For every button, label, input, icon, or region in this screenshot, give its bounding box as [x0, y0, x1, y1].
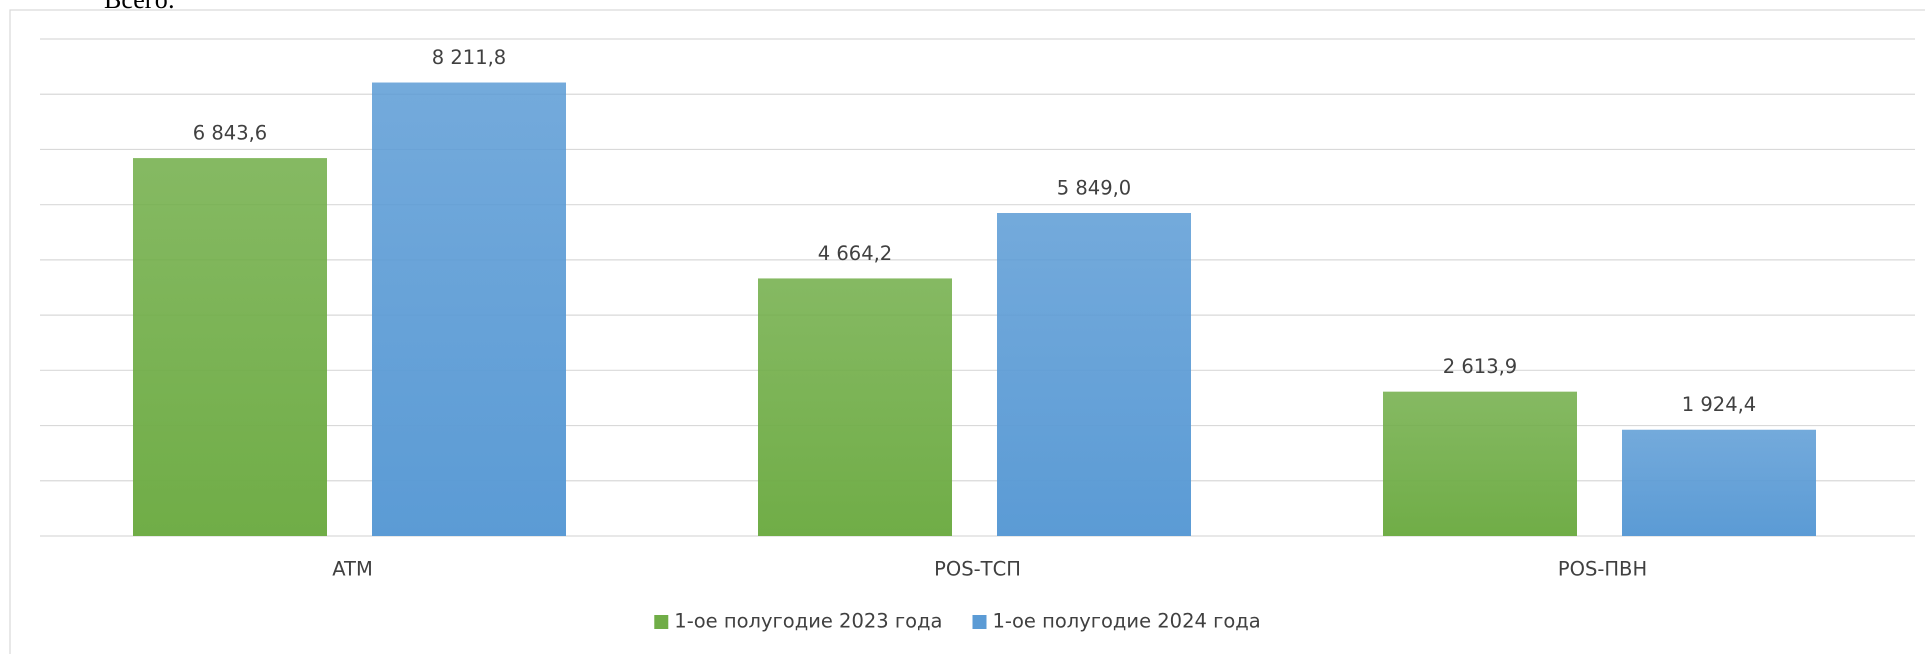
- legend-label: 1-ое полугодие 2023 года: [674, 610, 942, 633]
- bar: [997, 213, 1191, 536]
- data-label: 1 924,4: [1682, 393, 1756, 416]
- bar: [372, 82, 566, 536]
- bar: [1622, 429, 1816, 536]
- legend: 1-ое полугодие 2023 года 1-ое полугодие 2…: [654, 610, 1261, 633]
- data-label: 5 849,0: [1057, 177, 1131, 200]
- data-label: 4 664,2: [818, 242, 892, 265]
- chart-frame: [9, 9, 1925, 654]
- x-tick-label: POS-ПВН: [1558, 558, 1647, 581]
- legend-swatch: [972, 615, 987, 629]
- data-label: 2 613,9: [1443, 355, 1517, 378]
- bar: [1383, 391, 1577, 536]
- x-tick-label: ATM: [332, 558, 373, 581]
- data-label: 6 843,6: [193, 122, 267, 145]
- data-label: 8 211,8: [432, 46, 506, 69]
- heading: Всего:: [104, 0, 175, 14]
- bar: [133, 158, 327, 536]
- legend-swatch: [654, 615, 669, 629]
- bar: [758, 278, 952, 536]
- legend-label: 1-ое полугодие 2024 года: [993, 610, 1261, 633]
- x-tick-label: POS-ТСП: [934, 558, 1021, 581]
